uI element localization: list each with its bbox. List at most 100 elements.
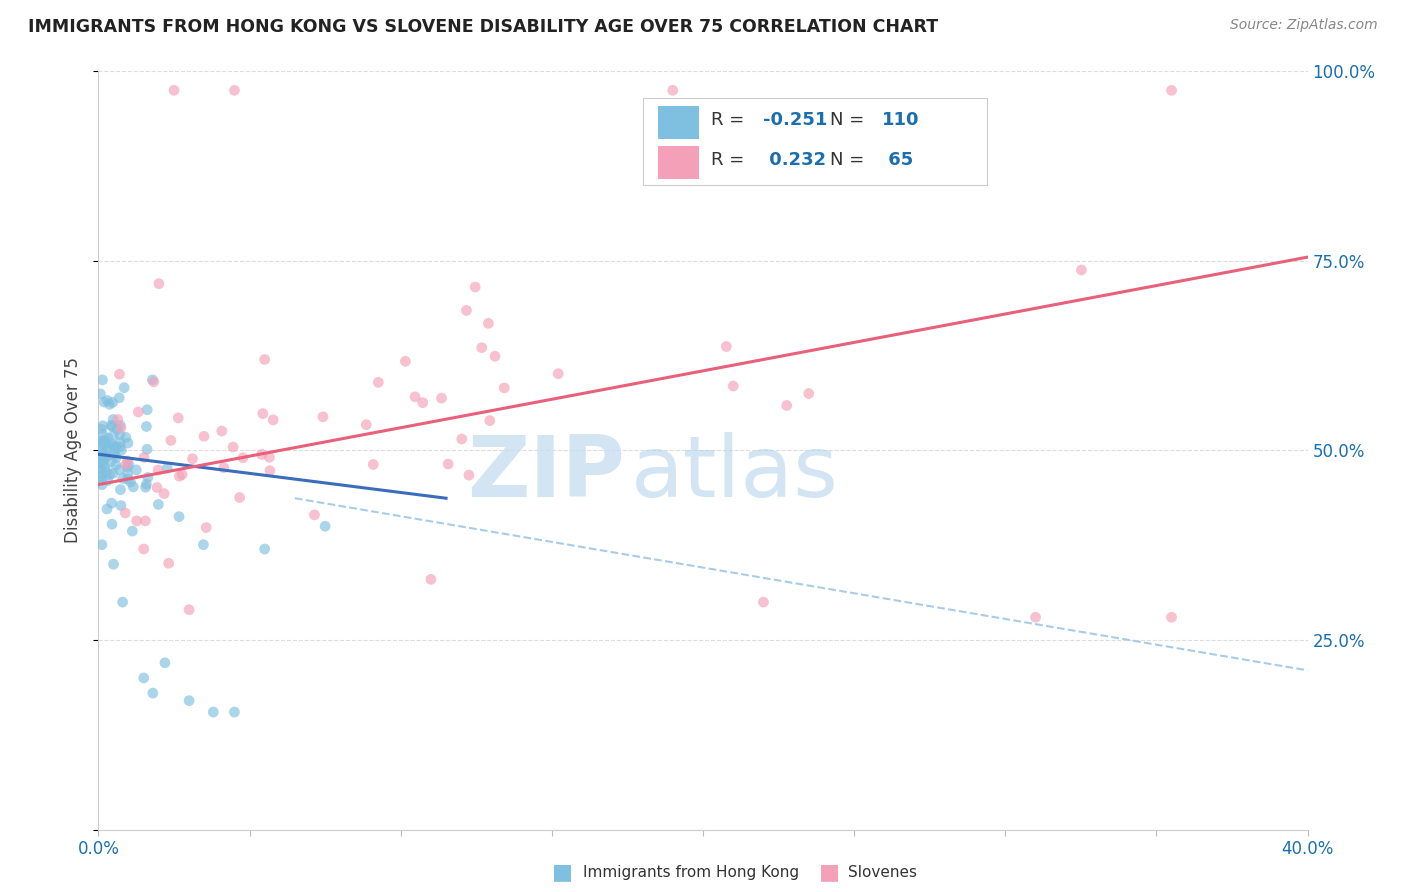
Point <box>172 467 194 482</box>
Point <box>91 418 114 433</box>
Text: R =: R = <box>711 151 751 169</box>
Point <box>394 354 416 368</box>
Point <box>160 434 183 448</box>
Point <box>94 446 117 460</box>
Point <box>193 429 215 443</box>
Point <box>97 474 120 488</box>
Point <box>125 514 148 528</box>
Point <box>716 339 738 353</box>
Point <box>412 395 434 409</box>
Point <box>259 464 281 478</box>
Point <box>1160 610 1182 624</box>
Point <box>148 277 170 291</box>
Point <box>404 390 426 404</box>
Point <box>312 409 335 424</box>
Point <box>108 391 131 405</box>
Point <box>142 375 165 389</box>
Point <box>259 450 281 465</box>
Point <box>90 538 112 552</box>
Point <box>87 456 110 470</box>
Point <box>484 349 506 363</box>
Point <box>193 538 215 552</box>
FancyBboxPatch shape <box>643 98 987 186</box>
Point <box>250 447 273 461</box>
Point <box>117 459 139 474</box>
Point <box>304 508 326 522</box>
Point <box>252 407 274 421</box>
Point <box>135 419 157 434</box>
Point <box>117 467 139 481</box>
Point <box>163 83 186 97</box>
Point <box>110 421 132 435</box>
Point <box>93 434 115 448</box>
Text: 0.232: 0.232 <box>763 151 827 169</box>
Text: N =: N = <box>830 151 870 169</box>
Point <box>464 280 486 294</box>
Point <box>135 480 157 494</box>
Point <box>89 387 111 401</box>
Point <box>98 397 121 411</box>
Point <box>148 463 170 477</box>
Point <box>117 454 139 468</box>
Point <box>89 469 111 483</box>
Text: ZIP: ZIP <box>467 432 624 515</box>
Point <box>100 496 122 510</box>
Point <box>195 520 218 534</box>
Text: -0.251: -0.251 <box>763 112 828 129</box>
Point <box>96 442 118 456</box>
Point <box>478 414 501 428</box>
Point <box>91 473 114 487</box>
Point <box>94 437 117 451</box>
Point <box>91 477 114 491</box>
Text: ■: ■ <box>820 863 839 882</box>
Point <box>797 386 820 401</box>
Point <box>98 467 121 482</box>
Point <box>100 418 122 433</box>
Point <box>547 367 569 381</box>
Point <box>471 341 494 355</box>
Point <box>96 502 118 516</box>
Point <box>91 435 114 450</box>
Point <box>136 442 159 457</box>
Point <box>91 456 114 470</box>
Y-axis label: Disability Age Over 75: Disability Age Over 75 <box>65 358 83 543</box>
Point <box>97 431 120 445</box>
Point <box>110 499 132 513</box>
Point <box>101 395 124 409</box>
Point <box>101 467 124 481</box>
Text: N =: N = <box>830 112 870 129</box>
Point <box>101 517 124 532</box>
Point <box>224 83 246 97</box>
Point <box>167 509 190 524</box>
Point <box>494 381 516 395</box>
Point <box>458 468 481 483</box>
Point <box>101 412 124 426</box>
Text: 110: 110 <box>882 112 920 129</box>
Point <box>105 422 128 436</box>
Point <box>89 442 111 457</box>
Point <box>103 428 125 442</box>
Point <box>361 458 384 472</box>
Point <box>167 410 190 425</box>
Point <box>118 458 141 472</box>
Point <box>134 514 156 528</box>
Point <box>108 367 131 381</box>
Point <box>127 405 149 419</box>
Point <box>96 450 118 464</box>
Point <box>103 440 125 454</box>
Point <box>314 519 336 533</box>
Text: Slovenes: Slovenes <box>848 865 917 880</box>
Point <box>115 457 138 471</box>
Point <box>477 317 499 331</box>
Point <box>1070 263 1092 277</box>
Point <box>125 463 148 477</box>
Point <box>87 457 110 471</box>
Point <box>96 465 118 479</box>
Text: ■: ■ <box>553 863 572 882</box>
Text: IMMIGRANTS FROM HONG KONG VS SLOVENE DISABILITY AGE OVER 75 CORRELATION CHART: IMMIGRANTS FROM HONG KONG VS SLOVENE DIS… <box>28 18 938 36</box>
Point <box>253 352 276 367</box>
Point <box>90 451 112 466</box>
Point <box>96 393 118 408</box>
Point <box>156 461 179 475</box>
Point <box>224 705 246 719</box>
